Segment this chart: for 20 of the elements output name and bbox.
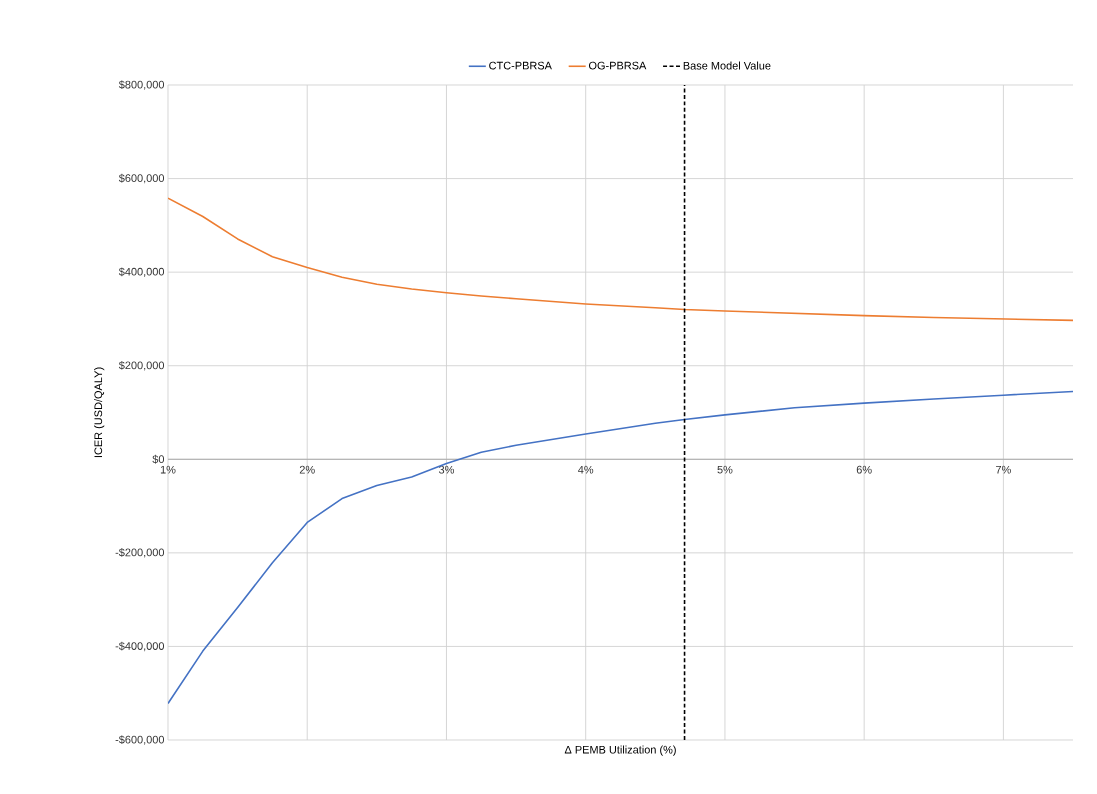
- y-tick-label: -$400,000: [115, 641, 165, 652]
- legend-label: Base Model Value: [683, 61, 771, 70]
- x-tick-label: 4%: [578, 465, 594, 474]
- y-tick-label: $0: [152, 454, 165, 464]
- y-tick-label: $600,000: [118, 173, 165, 184]
- x-tick-label: 2%: [299, 465, 315, 474]
- y-tick-label: -$600,000: [115, 735, 165, 745]
- x-tick-label: 1%: [160, 465, 176, 474]
- x-axis-title: Δ PEMB Utilization (%): [564, 745, 676, 756]
- legend-label: CTC-PBRSA: [489, 61, 552, 70]
- y-tick-label: -$200,000: [115, 548, 165, 558]
- legend-label: OG-PBRSA: [588, 61, 647, 70]
- x-tick-label: 6%: [856, 465, 872, 474]
- y-axis-title: ICER (USD/QALY): [94, 367, 105, 458]
- x-tick-label: 5%: [717, 465, 733, 474]
- x-tick-label: 3%: [438, 465, 454, 474]
- y-tick-label: $400,000: [118, 267, 165, 277]
- y-tick-label: $800,000: [118, 80, 165, 90]
- y-tick-label: $200,000: [118, 360, 165, 371]
- x-tick-label: 7%: [996, 465, 1011, 474]
